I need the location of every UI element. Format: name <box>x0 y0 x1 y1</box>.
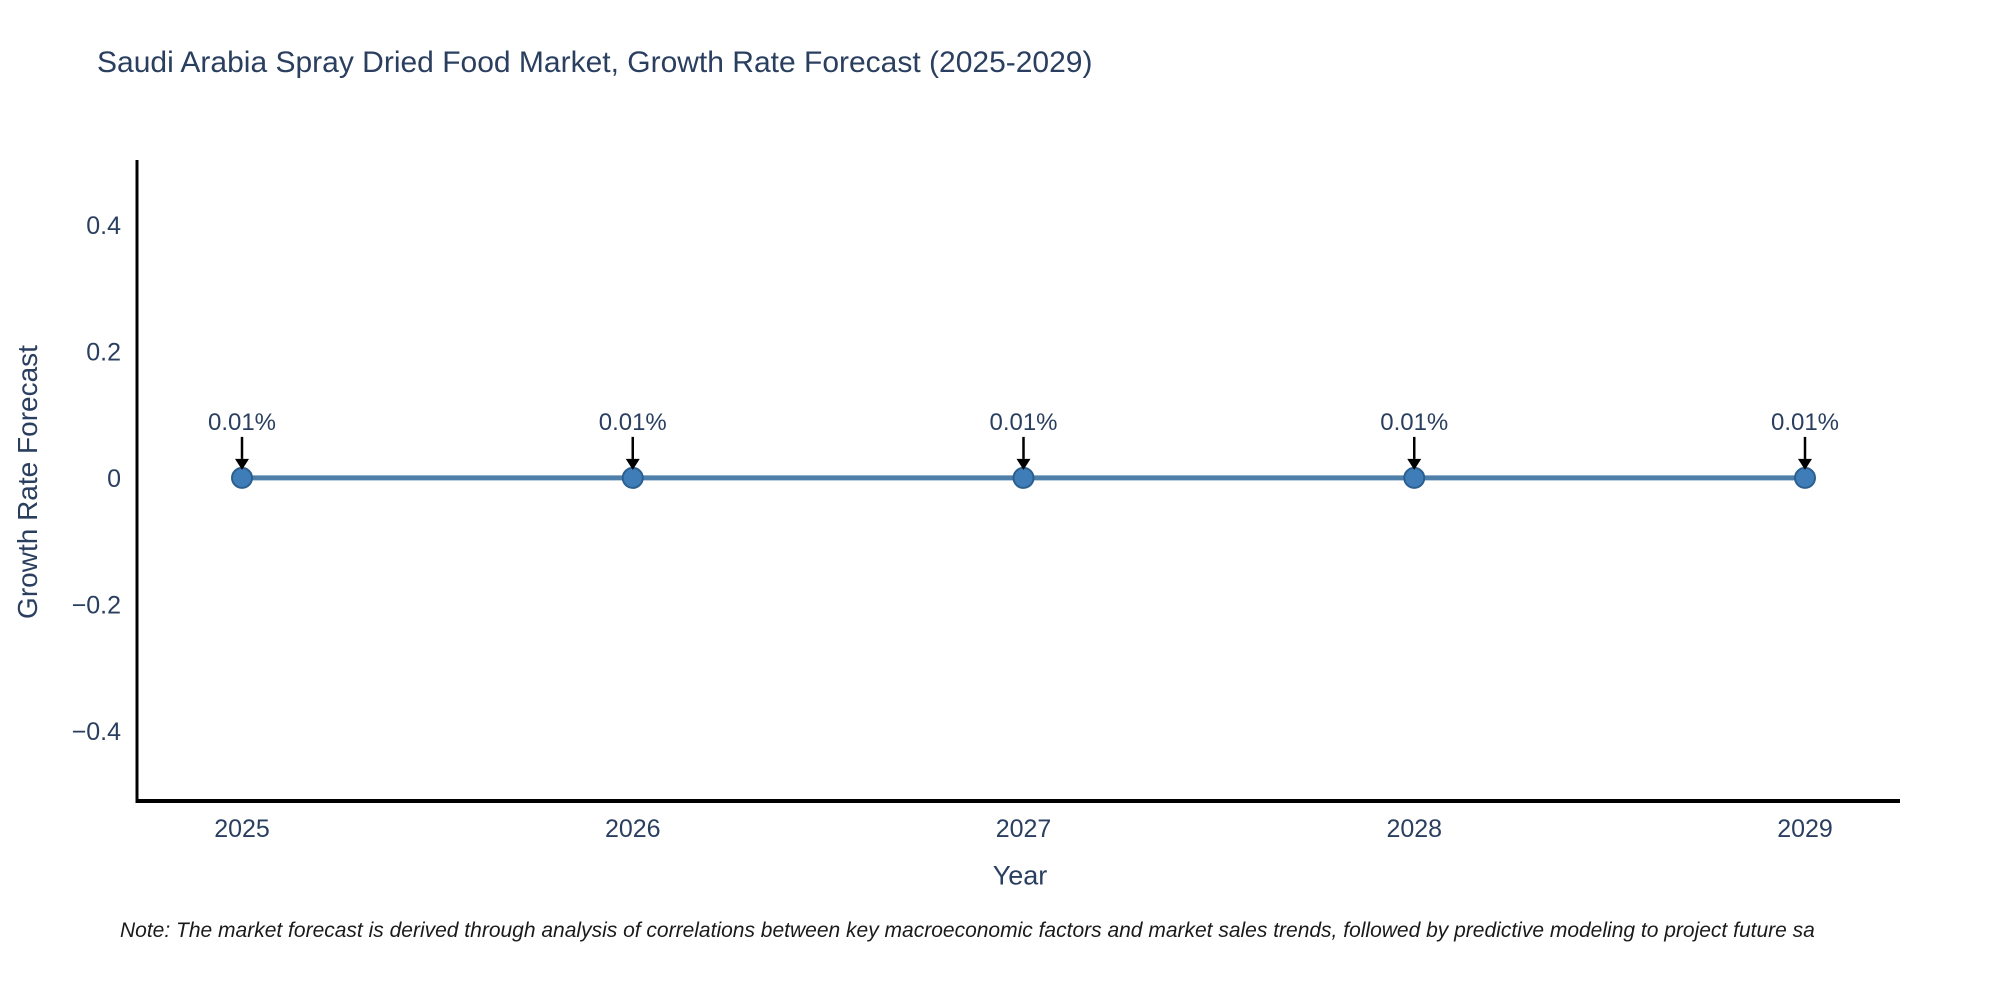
point-value-label: 0.01% <box>599 409 667 436</box>
point-value-label: 0.01% <box>989 409 1057 436</box>
data-point-marker <box>1012 466 1035 489</box>
x-tick-label: 2027 <box>996 815 1052 843</box>
x-tick-label: 2028 <box>1386 815 1442 843</box>
y-tick-label: 0 <box>107 465 121 493</box>
data-point-marker <box>231 466 253 489</box>
x-axis-title: Year <box>992 860 1048 891</box>
y-tick-label: −0.4 <box>72 718 121 746</box>
x-tick-label: 2026 <box>605 815 661 843</box>
y-axis-title: Growth Rate Forecast <box>12 345 43 619</box>
point-value-label: 0.01% <box>208 409 276 436</box>
chart-title: Saudi Arabia Spray Dried Food Market, Gr… <box>97 46 1093 79</box>
annotation-arrow-head <box>1798 458 1812 470</box>
annotation-arrow-head <box>235 458 249 470</box>
data-point-marker <box>621 466 644 489</box>
data-point-marker <box>1403 466 1426 489</box>
x-tick-label: 2029 <box>1777 815 1833 843</box>
data-point-marker <box>1794 466 1816 489</box>
annotation-arrow-head <box>1407 458 1422 470</box>
point-value-label: 0.01% <box>1771 409 1839 436</box>
y-tick-label: −0.2 <box>72 591 121 619</box>
y-tick-label: 0.4 <box>86 212 121 240</box>
point-value-label: 0.01% <box>1380 409 1448 436</box>
x-tick-label: 2025 <box>214 815 270 843</box>
y-tick-label: 0.2 <box>86 339 121 367</box>
annotation-arrow-head <box>625 458 640 470</box>
footnote: Note: The market forecast is derived thr… <box>120 919 1815 942</box>
annotation-arrow-head <box>1016 458 1031 470</box>
